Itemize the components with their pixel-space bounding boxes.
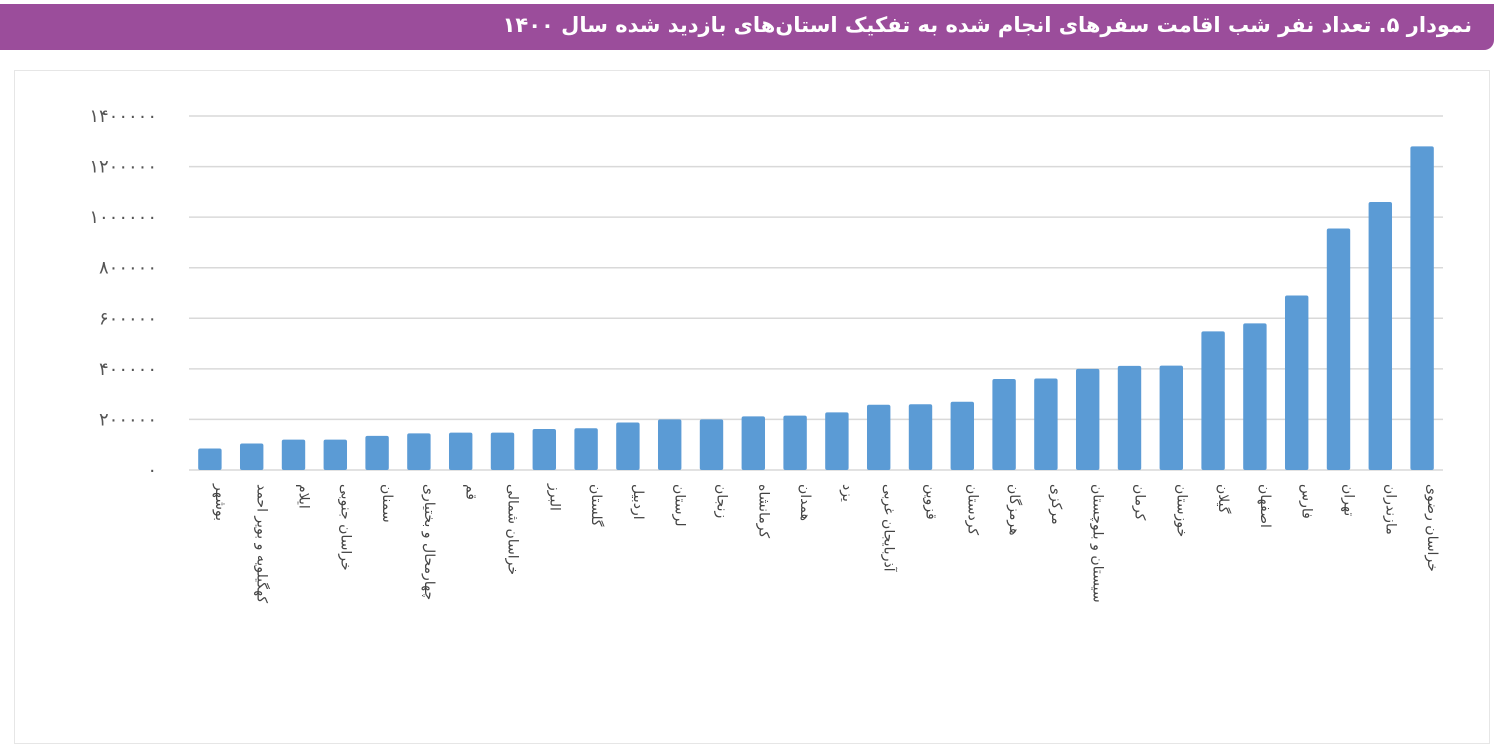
- bar: [657, 419, 682, 470]
- bar: [407, 433, 431, 470]
- y-tick-label: ۰: [147, 460, 157, 481]
- x-tick-label: خراسان شمالی: [505, 484, 521, 575]
- x-tick-label: اصفهان: [1257, 484, 1273, 528]
- bar: [532, 429, 557, 470]
- bar: [1075, 368, 1100, 470]
- x-tick-label: زنجان: [714, 484, 730, 518]
- x-tick-label: کردستان: [964, 484, 980, 535]
- x-tick-label: خراسان رضوی: [1424, 484, 1440, 572]
- bar: [616, 422, 640, 470]
- x-tick-label: سمنان: [379, 484, 395, 523]
- x-tick-label: کرمانشاه: [755, 484, 771, 538]
- bar: [741, 416, 766, 470]
- x-tick-label: هرمزگان: [1006, 484, 1023, 536]
- x-tick-label: مازندران: [1382, 484, 1398, 535]
- bar-chart: ۰ ۲۰۰۰۰۰ ۴۰۰۰۰۰ ۶۰۰۰۰۰ ۸۰۰۰۰۰ ۱۰۰۰۰۰۰ ۱۲۰۰۰۰۰ ۱…: [89, 106, 1443, 604]
- x-tick-label: قزوین: [923, 484, 939, 520]
- x-tick-label: همدان: [797, 484, 813, 521]
- bar: [1201, 331, 1225, 470]
- y-tick-label: ۴۰۰۰۰۰: [99, 359, 157, 380]
- chart-frame: ۰ ۲۰۰۰۰۰ ۴۰۰۰۰۰ ۶۰۰۰۰۰ ۸۰۰۰۰۰ ۱۰۰۰۰۰۰ ۱۲۰۰۰۰۰ ۱…: [14, 70, 1490, 744]
- x-tick-label: یزد: [839, 484, 855, 502]
- x-tick-label: گلستان: [588, 484, 605, 527]
- bar: [950, 401, 975, 470]
- bar: [1326, 228, 1351, 470]
- x-tick-label: ایلام: [296, 484, 312, 509]
- bar: [574, 428, 598, 470]
- y-tick-label: ۸۰۰۰۰۰: [99, 258, 157, 279]
- x-tick-label: کهگیلویه و بویر احمد: [254, 484, 271, 604]
- bar: [1243, 323, 1267, 470]
- bar: [825, 412, 849, 470]
- bar: [198, 448, 222, 470]
- bar: [992, 378, 1016, 470]
- y-tick-label: ۱۲۰۰۰۰۰: [89, 157, 157, 178]
- bar: [1284, 295, 1309, 470]
- bar: [323, 439, 348, 470]
- bar: [1159, 365, 1184, 470]
- x-tick-label: گیلان: [1215, 484, 1232, 514]
- x-tick-label: چهارمحال و بختیاری: [421, 484, 437, 600]
- y-tick-label: ۱۴۰۰۰۰۰: [89, 106, 157, 127]
- x-tick-label: کرمان: [1132, 484, 1148, 521]
- x-tick-label: خوزستان: [1173, 484, 1189, 537]
- bar: [1368, 201, 1393, 470]
- bar: [866, 404, 891, 470]
- y-tick-label: ۱۰۰۰۰۰۰: [89, 207, 157, 228]
- x-tick-label: اردبیل: [630, 484, 646, 520]
- x-tick-label: البرز: [546, 483, 562, 511]
- chart-title-bar: نمودار ۵. تعداد نفر شب اقامت سفرهای انجا…: [0, 4, 1494, 50]
- bar: [783, 415, 807, 470]
- y-tick-label: ۲۰۰۰۰۰: [99, 409, 157, 430]
- bar: [239, 443, 264, 470]
- bar: [448, 432, 473, 470]
- bar: [365, 435, 389, 470]
- y-tick-label: ۶۰۰۰۰۰: [99, 308, 157, 329]
- x-tick-label: آذربایجان غربی: [881, 484, 898, 573]
- x-tick-label: قم: [463, 484, 479, 500]
- bar: [699, 419, 724, 470]
- bar: [1117, 365, 1142, 470]
- x-tick-label: سیستان و بلوچستان: [1090, 484, 1106, 603]
- chart-title: نمودار ۵. تعداد نفر شب اقامت سفرهای انجا…: [502, 13, 1472, 37]
- bar: [1410, 146, 1434, 470]
- x-tick-label: خراسان جنوبی: [337, 484, 353, 571]
- x-tick-label: لرستان: [672, 484, 688, 527]
- bar: [281, 439, 306, 470]
- x-tick-label: تهران: [1341, 484, 1357, 516]
- bar: [908, 404, 933, 470]
- x-tick-label: فارس: [1299, 484, 1315, 519]
- x-tick-label: مرکزی: [1048, 484, 1064, 525]
- x-tick-label: بوشهر: [212, 483, 228, 521]
- bar: [1034, 378, 1058, 470]
- bar: [490, 432, 515, 470]
